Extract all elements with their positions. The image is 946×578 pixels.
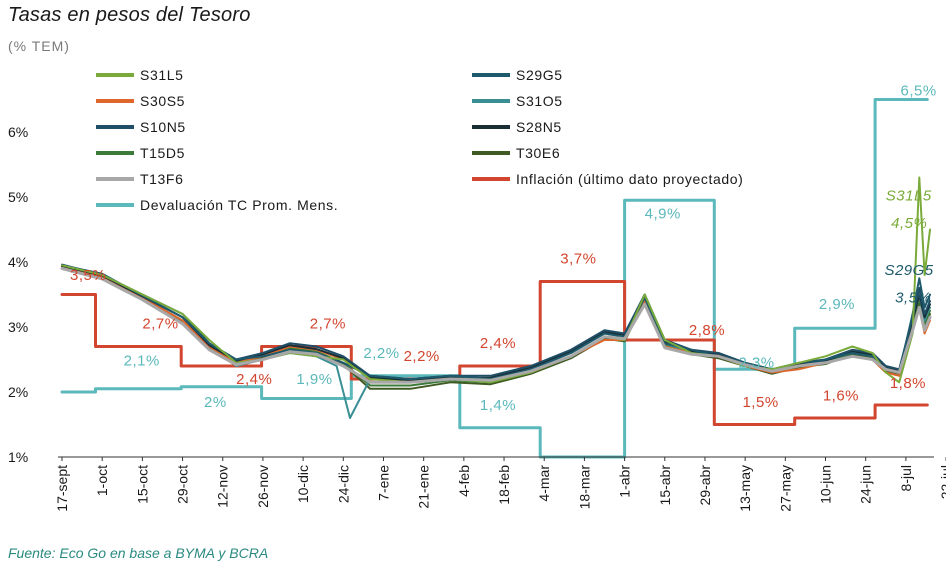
data-label: 2,2% (363, 345, 399, 362)
x-tick-label: 27-may (777, 465, 793, 512)
x-tick-label: 29-abr (697, 465, 713, 506)
x-tick-label: 8-jul (898, 465, 914, 491)
data-label: 1,8% (890, 375, 926, 392)
axis-layer: 1% 2% 3% 4% 5% 6% 17-sept 1-oct 15-oct 29-oct 12-n… (8, 124, 946, 512)
legend-label: S30S5 (140, 93, 185, 109)
x-tick-label: 21-ene (416, 465, 432, 509)
x-tick-label: 7-ene (375, 465, 391, 501)
x-tick-label: 29-oct (175, 465, 191, 504)
data-label: 1,9% (296, 371, 332, 388)
series-line-inflacion (60, 280, 929, 426)
legend-item-s30s5: S30S5 (96, 93, 185, 109)
legend-label: S10N5 (140, 119, 186, 135)
data-label: 2,8% (689, 322, 725, 339)
legend-item-t13f6: T13F6 (96, 171, 183, 187)
series-line-s10n5 (61, 263, 931, 380)
legend-label: T15D5 (140, 145, 185, 161)
x-tick-label: 24-jun (858, 465, 874, 504)
data-label: 3,5% (70, 267, 106, 284)
x-tick-label: 10-dic (295, 465, 311, 503)
data-label: 2,2% (404, 348, 440, 365)
legend-item-s10n5: S10N5 (96, 119, 186, 135)
x-tick-label: 1-abr (617, 465, 633, 498)
x-tick-label: 4-feb (456, 465, 472, 497)
legend-item-inflacion: Inflación (último dato proyectado) (472, 171, 743, 187)
data-label: 1,6% (823, 387, 859, 404)
legend-label: S28N5 (516, 119, 562, 135)
x-tick-label: 15-oct (134, 465, 150, 504)
legend-label: Inflación (último dato proyectado) (516, 171, 743, 187)
x-tick-label: 13-may (737, 465, 753, 512)
data-label: 2,7% (142, 315, 178, 332)
data-label: 2,4% (480, 335, 516, 352)
x-tick-label: 15-abr (657, 465, 673, 506)
y-tick-label: 4% (8, 254, 28, 270)
data-label: 1,5% (742, 394, 778, 411)
y-tick-label: 1% (8, 449, 28, 465)
data-label: 2,1% (124, 352, 160, 369)
x-tick-label: 1-oct (94, 465, 110, 496)
x-tick-label: 18-mar (576, 465, 592, 510)
data-label: 1,4% (480, 397, 516, 414)
data-label: 2,7% (310, 315, 346, 332)
legend-label: S31O5 (516, 93, 563, 109)
y-tick-label: 3% (8, 319, 28, 335)
x-tick-label: 10-jun (818, 465, 834, 504)
data-label: 3,5% (895, 289, 931, 306)
legend-label: S29G5 (516, 67, 563, 83)
legend-item-s29g5: S29G5 (472, 67, 563, 83)
legend: S31L5 S29G5 S30S5 S31O5 S10N5 S28N5 T15D5 T30E6… (96, 67, 743, 213)
y-tick-label: 2% (8, 384, 28, 400)
data-label: 2,4% (236, 371, 272, 388)
x-tick-label: 17-sept (54, 465, 70, 512)
y-tick-label: 6% (8, 124, 28, 140)
legend-item-t15d5: T15D5 (96, 145, 185, 161)
legend-item-s31o5: S31O5 (472, 93, 563, 109)
data-label: 3,7% (560, 250, 596, 267)
data-label: 4,9% (645, 205, 681, 222)
data-label: 6,5% (901, 83, 937, 100)
legend-item-s31l5: S31L5 (96, 67, 183, 83)
line-chart: 3,5% 2,7% 2,4% 2,7% 2,2% 2,4% 3,7% 2,8% 1,5% 1,6%… (8, 67, 946, 512)
legend-label: T13F6 (140, 171, 183, 187)
data-label: 2% (204, 394, 227, 411)
series-line-t13f6 (60, 267, 932, 384)
series-layer (60, 98, 932, 459)
x-tick-label: 12-nov (215, 465, 231, 508)
legend-item-t30e6: T30E6 (472, 145, 560, 161)
chart-title: Tasas en pesos del Tesoro (8, 4, 251, 26)
x-tick-label: 22-jul (938, 465, 946, 499)
x-tick-label: 26-nov (255, 465, 271, 508)
annotation-layer: 3,5% 2,7% 2,4% 2,7% 2,2% 2,4% 3,7% 2,8% 1,5% 1,6%… (70, 83, 937, 415)
legend-item-s28n5: S28N5 (472, 119, 562, 135)
x-tick-label: 4-mar (536, 465, 552, 502)
data-label: 4,5% (891, 215, 927, 232)
data-label: 2,3% (738, 354, 774, 371)
data-label: 2,9% (819, 296, 855, 313)
chart-unit-label: (% TEM) (8, 38, 70, 54)
source-note: Fuente: Eco Go en base a BYMA y BCRA (8, 545, 269, 561)
x-tick-label: 24-dic (335, 465, 351, 503)
data-label: S31L5 (886, 187, 932, 204)
legend-label: T30E6 (516, 145, 560, 161)
legend-label: Devaluación TC Prom. Mens. (140, 197, 338, 213)
x-tick-label: 18-feb (496, 465, 512, 505)
data-label: S29G5 (884, 262, 933, 279)
series-line-devaluacion (60, 98, 929, 459)
legend-label: S31L5 (140, 67, 183, 83)
y-tick-label: 5% (8, 189, 28, 205)
legend-item-devaluacion: Devaluación TC Prom. Mens. (96, 197, 338, 213)
